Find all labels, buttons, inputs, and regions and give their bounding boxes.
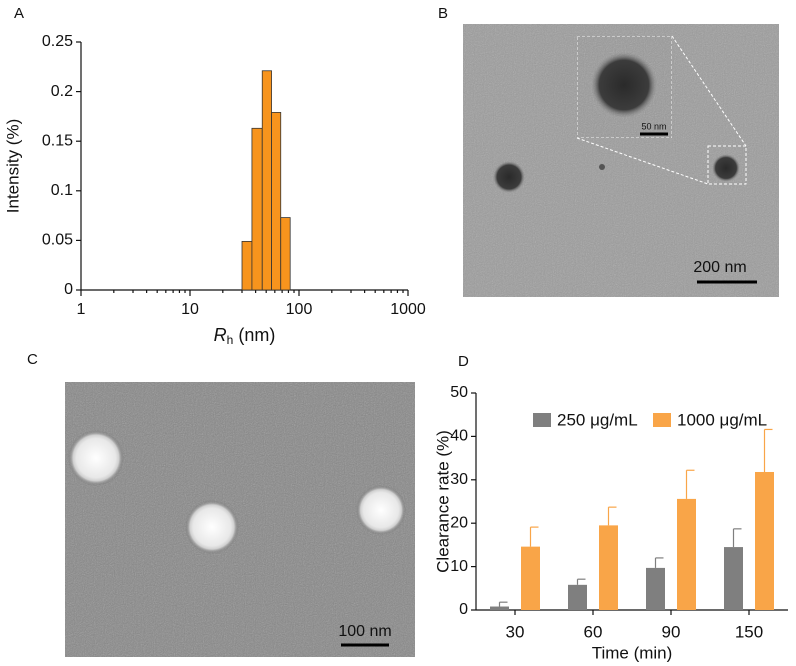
bar	[271, 112, 282, 291]
x-tick-label: 150	[735, 622, 763, 641]
panel-label: A	[14, 5, 24, 22]
particle	[493, 161, 525, 193]
bar	[724, 547, 743, 610]
bar	[251, 127, 263, 291]
x-tick-label: 90	[662, 622, 681, 641]
zoom-line	[576, 137, 709, 185]
particle	[185, 500, 239, 554]
x-tick-label: 1000	[390, 301, 426, 318]
legend-label: 1000 μg/mL	[677, 410, 767, 429]
particle	[712, 154, 740, 182]
x-tick-label: 1	[77, 301, 86, 318]
panel-label: C	[27, 351, 38, 368]
x-axis-label: Time (min)	[592, 643, 673, 662]
bar	[646, 567, 665, 610]
y-tick-label: 0.1	[51, 182, 73, 199]
bar	[261, 70, 272, 291]
subscript: h	[227, 333, 234, 347]
bar	[280, 217, 291, 291]
x-tick-label: 60	[584, 622, 603, 641]
bar	[755, 471, 774, 610]
x-tick-label: 100	[286, 301, 313, 318]
x-tick-label: 10	[181, 301, 199, 318]
symbol: R	[214, 325, 227, 345]
y-tick-label: 0.2	[51, 83, 73, 100]
sem-background	[65, 382, 415, 657]
y-tick-label: 0	[64, 281, 73, 298]
legend-swatch	[533, 413, 551, 427]
legend-swatch	[653, 413, 671, 427]
zoom-line	[671, 35, 747, 147]
bar	[677, 498, 696, 610]
y-axis-label: Clearance rate (%)	[433, 430, 452, 573]
unit: (nm)	[238, 325, 275, 345]
y-tick-label: 0.05	[42, 232, 73, 249]
y-tick-label: 40	[450, 428, 468, 445]
y-tick-label: 0	[459, 601, 468, 618]
particle	[356, 485, 406, 535]
bar	[490, 606, 509, 610]
bar	[599, 525, 618, 610]
x-axis-label: Rh (nm)	[214, 325, 276, 347]
scale-label: 50 nm	[641, 121, 666, 131]
panel-label: B	[438, 5, 448, 22]
y-tick-label: 50	[450, 384, 468, 401]
y-tick-label: 10	[450, 558, 468, 575]
legend-label: 250 μg/mL	[557, 410, 638, 429]
sem-image: 100 nm	[65, 382, 415, 657]
y-axis-label: Intensity (%)	[3, 119, 22, 213]
y-tick-label: 30	[450, 471, 468, 488]
scale-label: 100 nm	[338, 623, 391, 640]
bar	[241, 240, 253, 291]
panel-label: D	[458, 353, 469, 370]
zoom-box	[707, 145, 747, 185]
x-tick-label: 30	[506, 622, 525, 641]
scale-label: 200 nm	[693, 259, 746, 276]
particle-zoom	[591, 52, 657, 118]
bar	[568, 584, 587, 610]
particle	[68, 430, 124, 486]
y-tick-label: 0.25	[42, 33, 73, 50]
speck	[599, 164, 605, 170]
tem-image: 50 nm 200 nm	[463, 24, 779, 297]
y-tick-label: 20	[450, 514, 468, 531]
bar	[521, 546, 540, 610]
y-tick-label: 0.15	[42, 132, 73, 149]
